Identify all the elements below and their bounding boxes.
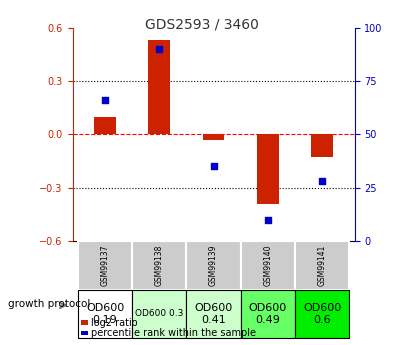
FancyBboxPatch shape	[187, 289, 241, 338]
Bar	[94, 117, 116, 134]
FancyBboxPatch shape	[295, 289, 349, 338]
Point	[319, 179, 325, 184]
FancyBboxPatch shape	[241, 289, 295, 338]
Text: percentile rank within the sample: percentile rank within the sample	[91, 328, 256, 338]
Text: OD600
0.6: OD600 0.6	[303, 303, 341, 325]
Text: OD600
0.19: OD600 0.19	[86, 303, 124, 325]
FancyBboxPatch shape	[295, 241, 349, 289]
Text: GSM99141: GSM99141	[318, 245, 326, 286]
Point	[265, 217, 271, 223]
FancyBboxPatch shape	[241, 241, 295, 289]
Bar	[311, 134, 333, 157]
Bar	[81, 331, 88, 335]
Text: growth protocol: growth protocol	[8, 299, 90, 308]
FancyBboxPatch shape	[187, 241, 241, 289]
Text: GSM99138: GSM99138	[155, 245, 164, 286]
Text: OD600
0.41: OD600 0.41	[195, 303, 233, 325]
Point	[156, 46, 162, 52]
Text: OD600 0.3: OD600 0.3	[135, 309, 183, 318]
Text: OD600
0.49: OD600 0.49	[249, 303, 287, 325]
Bar	[257, 134, 279, 204]
FancyBboxPatch shape	[132, 289, 187, 338]
Text: GSM99137: GSM99137	[101, 245, 110, 286]
FancyBboxPatch shape	[78, 289, 132, 338]
FancyBboxPatch shape	[132, 241, 187, 289]
FancyBboxPatch shape	[78, 241, 132, 289]
Bar	[148, 40, 170, 134]
Bar	[81, 320, 88, 325]
Text: GDS2593 / 3460: GDS2593 / 3460	[145, 17, 258, 31]
Text: GSM99140: GSM99140	[263, 245, 272, 286]
Point	[102, 97, 108, 103]
Text: GSM99139: GSM99139	[209, 245, 218, 286]
Bar	[203, 134, 224, 140]
Point	[210, 164, 217, 169]
Text: log2 ratio: log2 ratio	[91, 318, 137, 327]
